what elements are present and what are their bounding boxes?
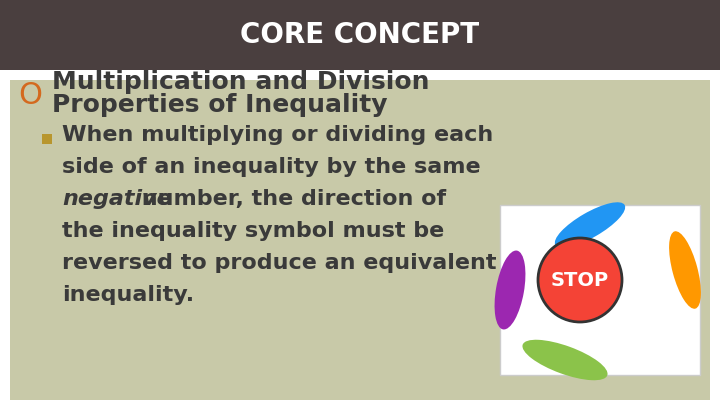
- Ellipse shape: [523, 340, 608, 380]
- Text: number, the direction of: number, the direction of: [134, 189, 446, 209]
- Text: When multiplying or dividing each: When multiplying or dividing each: [62, 125, 493, 145]
- Text: Properties of Inequality: Properties of Inequality: [52, 93, 387, 117]
- FancyBboxPatch shape: [500, 205, 700, 375]
- Text: Multiplication and Division: Multiplication and Division: [52, 70, 430, 94]
- FancyBboxPatch shape: [0, 0, 720, 70]
- Ellipse shape: [669, 231, 701, 309]
- FancyBboxPatch shape: [10, 80, 710, 400]
- Text: negative: negative: [62, 189, 172, 209]
- Text: reversed to produce an equivalent: reversed to produce an equivalent: [62, 253, 497, 273]
- FancyBboxPatch shape: [42, 134, 52, 144]
- Circle shape: [538, 238, 622, 322]
- Text: CORE CONCEPT: CORE CONCEPT: [240, 21, 480, 49]
- Text: inequality.: inequality.: [62, 285, 194, 305]
- Text: STOP: STOP: [551, 271, 609, 290]
- Text: the inequality symbol must be: the inequality symbol must be: [62, 221, 444, 241]
- Text: side of an inequality by the same: side of an inequality by the same: [62, 157, 481, 177]
- Ellipse shape: [555, 202, 625, 248]
- Ellipse shape: [495, 251, 526, 329]
- Text: O: O: [18, 81, 42, 109]
